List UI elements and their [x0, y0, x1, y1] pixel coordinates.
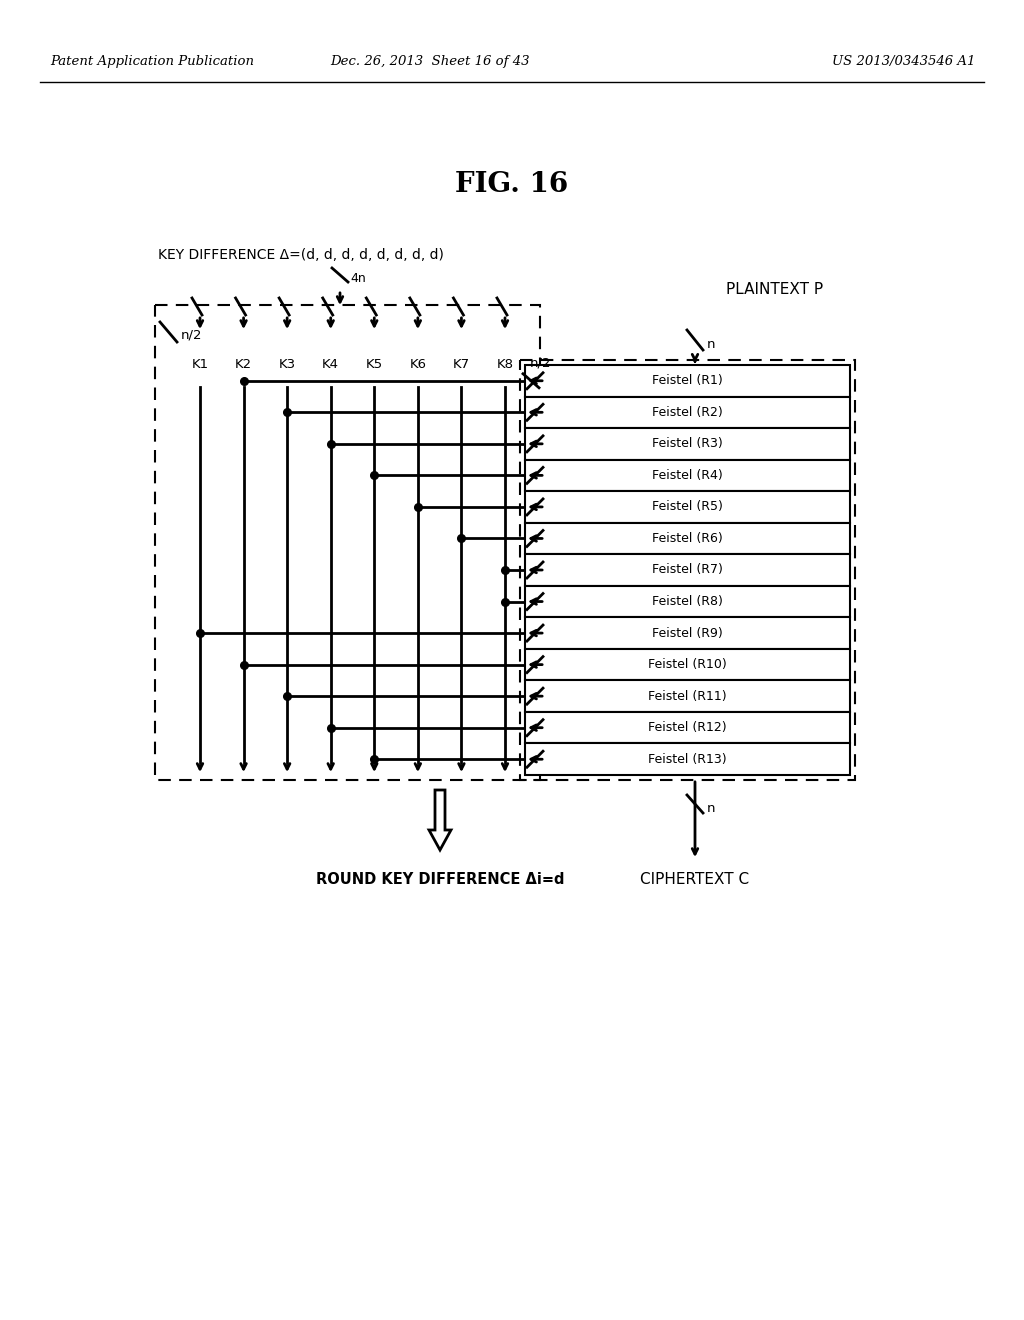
Text: FIG. 16: FIG. 16: [456, 172, 568, 198]
Bar: [525, 554, 850, 586]
Text: Dec. 26, 2013  Sheet 16 of 43: Dec. 26, 2013 Sheet 16 of 43: [331, 55, 529, 69]
Text: Feistel (R3): Feistel (R3): [652, 437, 723, 450]
Text: Feistel (R6): Feistel (R6): [652, 532, 723, 545]
Text: Feistel (R8): Feistel (R8): [652, 595, 723, 609]
FancyArrow shape: [429, 789, 451, 850]
Text: Feistel (R1): Feistel (R1): [652, 375, 723, 387]
Bar: [525, 491, 850, 523]
Text: n: n: [707, 338, 716, 351]
Text: Feistel (R4): Feistel (R4): [652, 469, 723, 482]
Bar: [525, 680, 850, 711]
Text: K4: K4: [323, 359, 339, 371]
Text: n/2: n/2: [181, 329, 203, 342]
Text: n: n: [707, 803, 716, 816]
Text: K2: K2: [236, 359, 252, 371]
Text: K3: K3: [279, 359, 296, 371]
Bar: [525, 711, 850, 743]
Bar: [525, 743, 850, 775]
Text: Feistel (R2): Feistel (R2): [652, 405, 723, 418]
Bar: [525, 523, 850, 554]
Text: n/2: n/2: [530, 356, 552, 370]
Bar: [525, 459, 850, 491]
Bar: [525, 618, 850, 649]
Bar: [525, 428, 850, 459]
Bar: [525, 366, 850, 396]
Text: K1: K1: [191, 359, 209, 371]
Text: KEY DIFFERENCE Δ=(d, d, d, d, d, d, d, d): KEY DIFFERENCE Δ=(d, d, d, d, d, d, d, d…: [158, 248, 443, 261]
Text: K7: K7: [453, 359, 470, 371]
Text: Feistel (R10): Feistel (R10): [648, 659, 727, 671]
Text: Feistel (R7): Feistel (R7): [652, 564, 723, 577]
Text: CIPHERTEXT C: CIPHERTEXT C: [640, 873, 750, 887]
Text: 4n: 4n: [350, 272, 366, 285]
Text: Feistel (R9): Feistel (R9): [652, 627, 723, 640]
Bar: [525, 396, 850, 428]
Text: Feistel (R12): Feistel (R12): [648, 721, 727, 734]
Text: K5: K5: [366, 359, 383, 371]
Text: ROUND KEY DIFFERENCE Δi=d: ROUND KEY DIFFERENCE Δi=d: [315, 873, 564, 887]
Text: K6: K6: [410, 359, 426, 371]
Text: Patent Application Publication: Patent Application Publication: [50, 55, 254, 69]
Text: US 2013/0343546 A1: US 2013/0343546 A1: [831, 55, 975, 69]
Text: Feistel (R13): Feistel (R13): [648, 752, 727, 766]
Bar: [525, 649, 850, 680]
Bar: [525, 586, 850, 618]
Text: Feistel (R5): Feistel (R5): [652, 500, 723, 513]
Text: K8: K8: [497, 359, 513, 371]
Text: Feistel (R11): Feistel (R11): [648, 689, 727, 702]
Text: PLAINTEXT P: PLAINTEXT P: [726, 282, 823, 297]
